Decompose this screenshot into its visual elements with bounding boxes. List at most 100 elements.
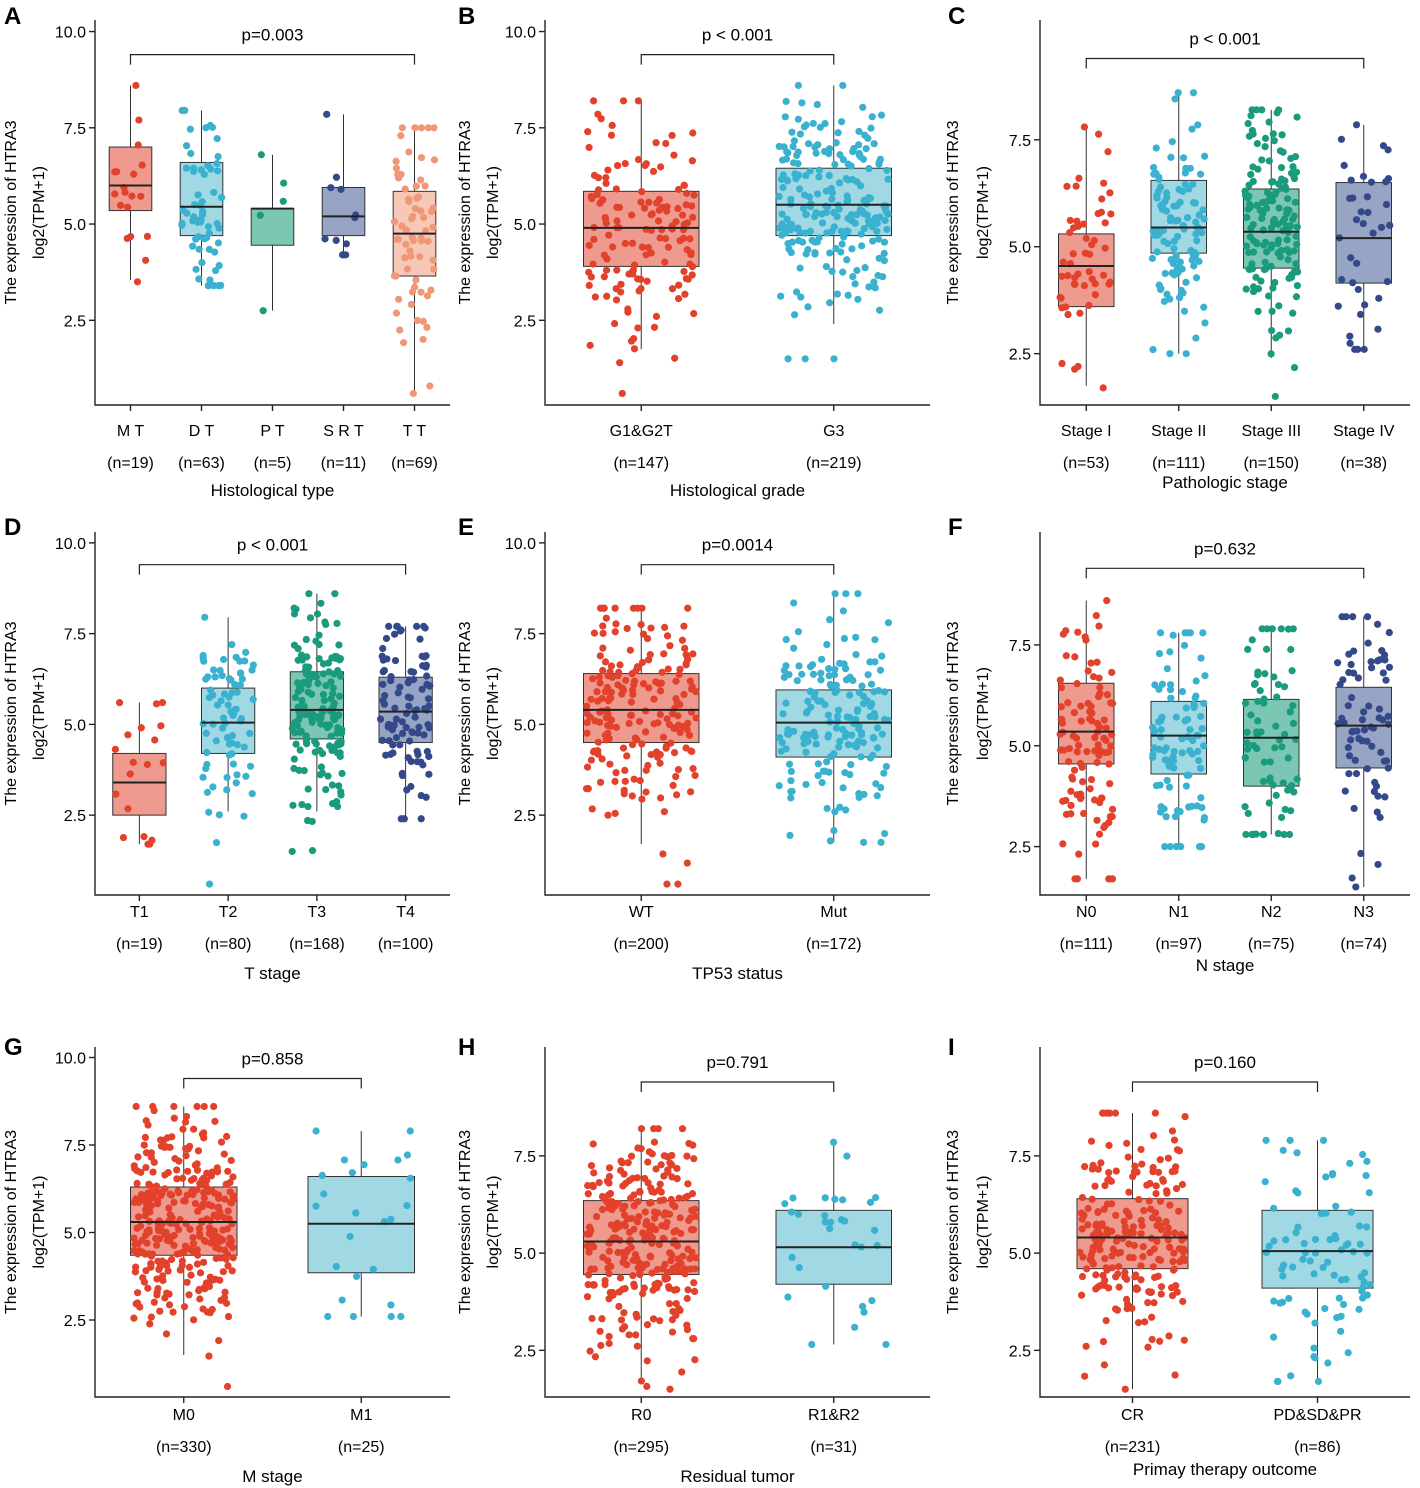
data-point xyxy=(1058,359,1066,368)
data-point xyxy=(818,778,826,787)
data-point xyxy=(147,1260,155,1268)
data-point xyxy=(190,1125,198,1133)
y-axis-label: The expression of HTRA3 xyxy=(3,1130,20,1314)
data-point xyxy=(635,1213,643,1221)
x-axis-label: Histological grade xyxy=(670,481,805,500)
data-point xyxy=(1097,1159,1105,1167)
data-point xyxy=(182,1145,190,1153)
data-point xyxy=(256,211,264,219)
data-point xyxy=(673,698,681,706)
data-point xyxy=(348,1169,356,1177)
data-point xyxy=(808,1340,816,1349)
data-point xyxy=(1103,691,1111,699)
data-point xyxy=(830,826,838,835)
data-point xyxy=(1352,770,1361,778)
data-point xyxy=(1183,629,1192,637)
data-point xyxy=(296,746,304,754)
data-point xyxy=(873,792,881,800)
data-point xyxy=(788,1253,796,1262)
data-point xyxy=(1353,259,1361,267)
data-point xyxy=(220,1150,228,1158)
data-point xyxy=(1252,728,1261,736)
data-point xyxy=(133,1179,141,1187)
data-point xyxy=(649,1315,658,1323)
data-point xyxy=(601,215,610,223)
data-point xyxy=(790,644,798,652)
data-point xyxy=(224,1207,232,1215)
group-4 xyxy=(390,124,439,398)
data-point xyxy=(880,769,888,777)
group-1 xyxy=(1148,89,1209,358)
data-point xyxy=(1263,188,1272,197)
data-point xyxy=(1275,302,1283,310)
data-point xyxy=(587,695,595,703)
data-point xyxy=(1159,1177,1167,1185)
data-point xyxy=(1349,613,1357,621)
data-point xyxy=(821,1212,829,1220)
data-point xyxy=(389,749,397,757)
data-point xyxy=(841,768,849,777)
data-point xyxy=(1155,175,1163,184)
data-point xyxy=(346,1232,354,1241)
data-point xyxy=(812,740,820,748)
data-point xyxy=(1384,146,1392,154)
box xyxy=(112,752,167,816)
data-point xyxy=(1072,182,1080,190)
data-point xyxy=(1103,1230,1111,1239)
data-point xyxy=(1154,1216,1163,1224)
data-point xyxy=(111,190,119,198)
data-point xyxy=(692,688,700,696)
data-point xyxy=(322,785,330,794)
data-point xyxy=(1337,135,1346,143)
data-point xyxy=(193,1102,201,1111)
data-point xyxy=(1132,1271,1140,1279)
data-point xyxy=(613,161,622,170)
data-point xyxy=(775,192,783,201)
data-point xyxy=(1277,813,1286,822)
group-count-label: (n=150) xyxy=(1243,455,1299,472)
data-point xyxy=(825,1225,834,1233)
data-point xyxy=(1189,180,1197,188)
data-point xyxy=(1192,677,1200,685)
data-point xyxy=(1157,726,1165,734)
data-point xyxy=(1281,730,1289,739)
data-point xyxy=(686,260,694,268)
data-point xyxy=(180,1303,189,1311)
data-point xyxy=(1292,260,1300,268)
data-point xyxy=(1200,303,1208,311)
data-point xyxy=(231,680,239,689)
data-point xyxy=(683,189,691,197)
data-point xyxy=(1097,794,1106,802)
data-point xyxy=(128,192,136,200)
data-point xyxy=(1338,613,1346,621)
data-point xyxy=(782,699,790,707)
data-point xyxy=(327,184,335,192)
data-point xyxy=(607,131,616,139)
data-point xyxy=(634,324,642,332)
data-point xyxy=(1094,209,1102,218)
data-point xyxy=(689,129,697,137)
y-tick-label: 5.0 xyxy=(1009,739,1031,756)
data-point xyxy=(1086,250,1094,258)
data-point xyxy=(660,808,668,816)
data-point xyxy=(778,210,786,218)
data-point xyxy=(392,164,401,172)
data-point xyxy=(1169,631,1177,639)
axis-lines xyxy=(544,532,930,896)
data-point xyxy=(616,1274,625,1282)
y-tick-label: 7.5 xyxy=(514,627,536,644)
data-point xyxy=(300,767,308,775)
data-point xyxy=(1134,1319,1143,1327)
data-point xyxy=(634,604,642,612)
data-point xyxy=(639,1289,647,1298)
data-point xyxy=(1367,178,1376,186)
data-point xyxy=(782,97,790,106)
data-point xyxy=(1194,747,1202,756)
y-tick-label: 10.0 xyxy=(505,25,536,42)
data-point xyxy=(627,337,636,345)
data-point xyxy=(209,783,217,791)
data-point xyxy=(396,741,404,749)
data-point xyxy=(415,723,423,731)
data-point xyxy=(1091,291,1099,299)
